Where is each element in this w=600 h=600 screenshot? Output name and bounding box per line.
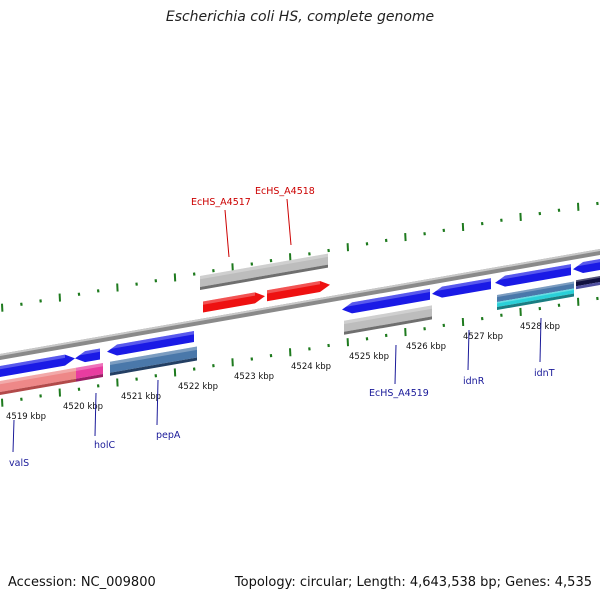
gene-holc xyxy=(75,348,100,363)
tick-label: 4521 kbp xyxy=(121,392,161,402)
gene-edge-shine xyxy=(573,259,600,268)
gene-idnt-shine xyxy=(495,264,571,281)
gene-idnt xyxy=(495,264,571,287)
gene-edge xyxy=(573,259,600,273)
tick-label: 4523 kbp xyxy=(234,372,274,382)
feature-idnt-track-2-shine xyxy=(497,288,574,304)
gene-label-connector xyxy=(12,419,15,453)
tick-label: 4522 kbp xyxy=(178,382,218,392)
genome-backbone-highlight xyxy=(0,249,600,356)
feature-idnt-track-2-shadow xyxy=(497,293,574,311)
gene-label: pepA xyxy=(156,430,181,441)
gene-label: EcHS_A4518 xyxy=(255,186,315,197)
gene-pepa xyxy=(107,331,194,356)
gene-echs-a4517-shine xyxy=(203,292,255,305)
feature-pepa-track-shine xyxy=(110,346,197,366)
tick-label: 4527 kbp xyxy=(463,332,503,342)
feature-edge-track-shine xyxy=(576,276,600,282)
feature-vals-rna-shine xyxy=(0,367,76,385)
gene-pepa-shine xyxy=(107,331,194,350)
gene-vals xyxy=(0,354,75,377)
feature-holc-rna-shadow xyxy=(76,373,103,382)
feature-edge-track-shadow xyxy=(576,282,600,290)
feature-vals-rna xyxy=(0,367,76,392)
gene-idnr xyxy=(432,278,491,298)
gene-label-connector xyxy=(224,209,230,258)
gene-echs-a4519-shine xyxy=(342,288,430,308)
map-title: Escherichia coli HS, complete genome xyxy=(165,9,435,25)
tick-label: 4525 kbp xyxy=(349,352,389,362)
gene-label-connector xyxy=(94,392,97,437)
feature-vals-rna-shadow xyxy=(0,378,76,395)
inner-dotted-scale xyxy=(1,296,599,407)
tick-label: 4528 kbp xyxy=(520,322,560,332)
gene-vals-shine xyxy=(0,354,65,370)
feature-edge-track xyxy=(576,276,600,287)
genome-summary-text: Topology: circular; Length: 4,643,538 bp… xyxy=(234,575,592,590)
feature-echs-a4519-track xyxy=(344,305,432,332)
gene-label-connector xyxy=(394,344,397,385)
gene-label: idnT xyxy=(534,368,555,379)
gene-holc-shine xyxy=(75,348,100,357)
gene-label-connector xyxy=(156,379,159,426)
gene-label: valS xyxy=(9,458,29,469)
gene-echs-a4519 xyxy=(342,288,430,314)
tick-label: 4526 kbp xyxy=(406,342,446,352)
gene-echs-a4518-shine xyxy=(267,281,320,294)
gene-label-connector xyxy=(286,198,292,246)
gene-label: holC xyxy=(94,440,115,451)
gene-echs-a4517-a4518-feature-shadow xyxy=(200,264,328,290)
gene-echs-a4518 xyxy=(267,281,330,302)
feature-idnt-track xyxy=(497,281,574,303)
feature-holc-rna-shine xyxy=(76,362,103,371)
feature-echs-a4519-track-shadow xyxy=(344,316,432,335)
outer-dotted-scale xyxy=(1,201,599,312)
gene-echs-a4517-a4518-feature xyxy=(200,253,328,287)
gene-label: EcHS_A4519 xyxy=(369,388,429,399)
gene-label-connector xyxy=(539,317,542,363)
gene-label: idnR xyxy=(463,376,485,387)
gene-idnr-shine xyxy=(432,278,491,292)
gene-echs-a4517-a4518-feature-shine xyxy=(200,253,328,280)
tick-label: 4519 kbp xyxy=(6,412,46,422)
tick-label: 4524 kbp xyxy=(291,362,331,372)
feature-holc-rna xyxy=(76,362,103,379)
feature-idnt-track-shine xyxy=(497,281,574,298)
feature-echs-a4519-track-shine xyxy=(344,305,432,325)
gene-echs-a4517 xyxy=(203,292,265,313)
feature-pepa-track-shadow xyxy=(110,357,197,376)
gene-label-connector xyxy=(467,329,470,371)
accession-text: Accession: NC_009800 xyxy=(8,575,156,590)
feature-idnt-track-2 xyxy=(497,288,574,308)
tick-label: 4520 kbp xyxy=(63,402,103,412)
gene-label: EcHS_A4517 xyxy=(191,197,251,208)
feature-pepa-track xyxy=(110,346,197,373)
